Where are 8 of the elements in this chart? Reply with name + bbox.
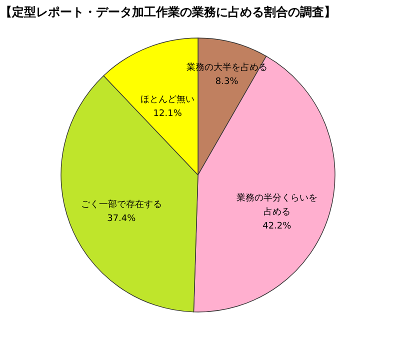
slice-label: ほとんど無い xyxy=(140,94,195,105)
slice-label: 業務の半分くらいを占める xyxy=(236,192,318,218)
slice-label: ごく一部で存在する xyxy=(80,199,162,210)
data-label: 37.4% xyxy=(107,214,136,224)
data-label: 8.3% xyxy=(215,76,239,87)
data-label: 12.1% xyxy=(153,108,182,119)
data-label: 42.2% xyxy=(262,221,292,232)
chart-title: 【定型レポート・データ加工作業の業務に占める割合の調査】 xyxy=(0,5,336,19)
